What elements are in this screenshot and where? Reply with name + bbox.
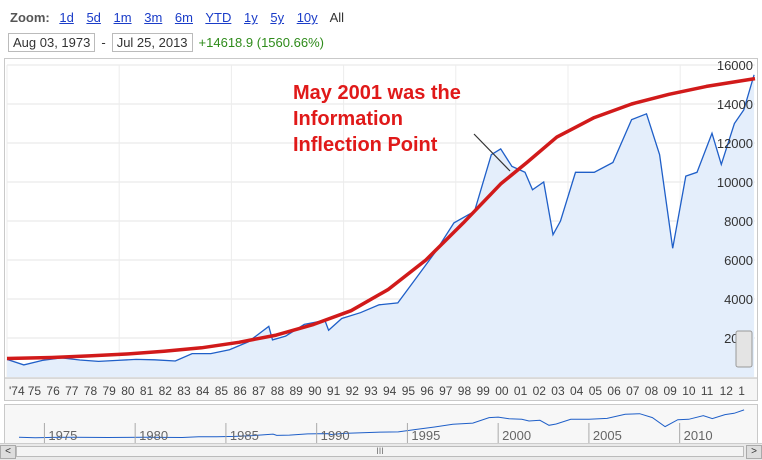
zoom-ytd-link[interactable]: YTD xyxy=(205,10,232,25)
x-tick-label: 04 xyxy=(570,384,584,398)
x-tick-label: 86 xyxy=(233,384,247,398)
x-tick-label: 91 xyxy=(327,384,341,398)
x-tick-label: 85 xyxy=(215,384,229,398)
navigator-svg: 1975 1980 1985 1990 1995 2000 2005 2010 xyxy=(18,409,745,443)
scroll-thumb[interactable]: III xyxy=(16,446,744,457)
range-separator: - xyxy=(101,35,106,50)
price-series-line xyxy=(6,74,755,366)
annotation-line-2: Information xyxy=(293,108,403,130)
x-tick-label: 77 xyxy=(65,384,79,398)
navigator-year-label: 1990 xyxy=(321,428,350,443)
x-tick-label: 10 xyxy=(682,384,696,398)
navigator-year-label: 2010 xyxy=(684,428,713,443)
navigator-year-label: 1980 xyxy=(139,428,168,443)
scroll-right-button[interactable]: > xyxy=(746,445,762,459)
start-date-field[interactable]: Aug 03, 1973 xyxy=(8,33,96,52)
x-tick-label: 76 xyxy=(46,384,60,398)
annotation-line-3: Inflection Point xyxy=(293,134,438,156)
x-tick-label: 05 xyxy=(589,384,603,398)
x-tick-label: 84 xyxy=(196,384,210,398)
y-tick-label: 4000 xyxy=(724,292,753,307)
zoom-label: Zoom: xyxy=(10,10,50,25)
x-tick-label: 12 xyxy=(720,384,734,398)
zoom-5y-link[interactable]: 5y xyxy=(270,10,285,25)
x-tick-label: 07 xyxy=(626,384,640,398)
zoom-1d-link[interactable]: 1d xyxy=(59,10,74,25)
x-tick-label: 09 xyxy=(664,384,678,398)
zoom-1y-link[interactable]: 1y xyxy=(243,10,258,25)
navigator-year-label: 1995 xyxy=(411,428,440,443)
navigator-series-line xyxy=(18,409,745,439)
y-tick-label: 14000 xyxy=(717,97,753,112)
y-tick-label: 8000 xyxy=(724,214,753,229)
x-tick-label: 02 xyxy=(533,384,547,398)
x-axis-band xyxy=(5,378,757,400)
end-date-field[interactable]: Jul 25, 2013 xyxy=(111,33,193,52)
trend-curve xyxy=(6,76,756,361)
zoom-10y-link[interactable]: 10y xyxy=(296,10,318,25)
x-tick-label: 98 xyxy=(458,384,472,398)
chart-toolbar: Zoom: 1d 5d 1m 3m 6m YTD 1y 5y 10y All A… xyxy=(0,0,762,58)
x-tick-label: 94 xyxy=(383,384,397,398)
x-tick-label: '74 xyxy=(9,384,25,398)
x-tick-label: 1 xyxy=(738,384,745,398)
annotation-line-1: May 2001 was the xyxy=(293,82,461,104)
x-tick-label: 95 xyxy=(402,384,416,398)
x-tick-label: 03 xyxy=(551,384,565,398)
x-tick-label: 79 xyxy=(103,384,117,398)
y-tick-label: 16000 xyxy=(717,59,753,73)
y-tick-label: 6000 xyxy=(724,253,753,268)
x-tick-label: 83 xyxy=(177,384,191,398)
x-tick-label: 81 xyxy=(140,384,154,398)
x-tick-label: 92 xyxy=(346,384,360,398)
x-tick-label: 99 xyxy=(477,384,491,398)
navigator-year-label: 1985 xyxy=(230,428,259,443)
x-tick-label: 96 xyxy=(420,384,434,398)
x-tick-label: 00 xyxy=(495,384,509,398)
price-change: +14618.9 (1560.66%) xyxy=(198,35,324,50)
x-tick-label: 01 xyxy=(514,384,528,398)
x-tick-label: 80 xyxy=(121,384,135,398)
navigator-year-label: 2000 xyxy=(502,428,531,443)
x-tick-label: 87 xyxy=(252,384,266,398)
x-tick-label: 11 xyxy=(701,384,714,398)
zoom-1m-link[interactable]: 1m xyxy=(113,10,132,25)
navigator-year-label: 2005 xyxy=(593,428,622,443)
main-chart[interactable]: '74 75 76 77 78 79 80 81 82 83 84 85 86 87 88 89 90 91 92 9… xyxy=(4,58,758,401)
x-tick-label: 88 xyxy=(271,384,285,398)
date-range: Aug 03, 1973 - Jul 25, 2013 +14618.9 (15… xyxy=(8,33,324,52)
x-tick-label: 90 xyxy=(308,384,322,398)
x-tick-label: 82 xyxy=(159,384,173,398)
scrollbar[interactable]: < III > xyxy=(0,443,762,460)
zoom-controls: Zoom: 1d 5d 1m 3m 6m YTD 1y 5y 10y All xyxy=(10,10,344,25)
scroll-left-button[interactable]: < xyxy=(0,445,16,459)
zoom-all-selected[interactable]: All xyxy=(329,10,345,25)
x-tick-label: 97 xyxy=(439,384,453,398)
zoom-6m-link[interactable]: 6m xyxy=(174,10,193,25)
chart-zoom-widget xyxy=(735,330,753,368)
x-tick-label: 93 xyxy=(364,384,378,398)
price-area xyxy=(7,74,755,378)
x-tick-label: 78 xyxy=(84,384,98,398)
zoom-5d-link[interactable]: 5d xyxy=(86,10,101,25)
y-tick-label: 10000 xyxy=(717,175,753,190)
annotation-pointer xyxy=(473,133,511,172)
navigator-panel[interactable]: 1975 1980 1985 1990 1995 2000 2005 2010 xyxy=(4,404,758,444)
x-tick-label: 89 xyxy=(290,384,304,398)
main-chart-svg: '74 75 76 77 78 79 80 81 82 83 84 85 86 87 88 89 90 91 92 9… xyxy=(5,58,757,400)
x-tick-label: 06 xyxy=(607,384,621,398)
x-tick-label: 08 xyxy=(645,384,659,398)
y-tick-label: 12000 xyxy=(717,136,753,151)
navigator-year-label: 1975 xyxy=(48,428,77,443)
zoom-3m-link[interactable]: 3m xyxy=(144,10,163,25)
x-tick-label: 75 xyxy=(28,384,42,398)
